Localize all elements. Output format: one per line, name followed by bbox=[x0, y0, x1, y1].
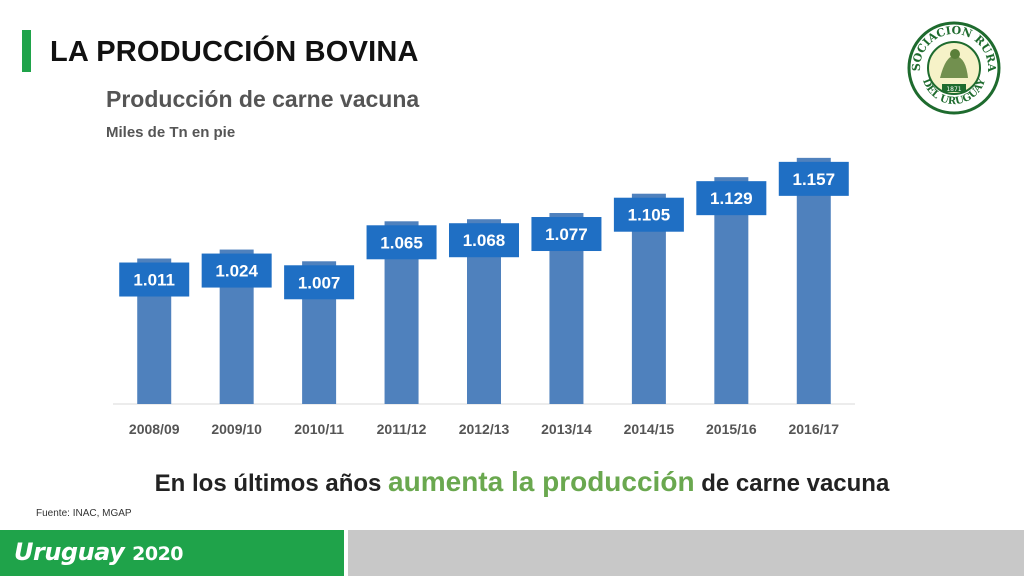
data-label: 1.024 bbox=[215, 262, 258, 281]
data-label: 1.077 bbox=[545, 225, 588, 244]
data-label-box bbox=[449, 223, 519, 258]
chart-title: Producción de carne vacuna bbox=[106, 86, 420, 112]
data-label: 1.065 bbox=[380, 233, 423, 252]
x-tick-label: 2014/15 bbox=[624, 421, 675, 437]
data-label: 1.068 bbox=[463, 231, 506, 250]
chart-subtitle: Miles de Tn en pie bbox=[106, 124, 236, 141]
x-tick-label: 2009/10 bbox=[211, 421, 262, 437]
data-label-box bbox=[613, 197, 684, 232]
data-label-box bbox=[696, 181, 767, 216]
headline-prefix: En los últimos años bbox=[154, 470, 389, 497]
svg-text:1871: 1871 bbox=[946, 86, 961, 93]
x-tick-label: 2013/14 bbox=[541, 421, 592, 437]
footer-brand-band bbox=[0, 530, 344, 576]
data-label: 1.007 bbox=[298, 273, 341, 292]
data-label-box bbox=[119, 262, 190, 297]
data-label-box bbox=[531, 217, 602, 252]
x-tick-label: 2011/12 bbox=[377, 421, 427, 437]
x-tick-label: 2010/11 bbox=[294, 421, 344, 437]
footer-grey-band bbox=[348, 530, 1024, 576]
slide-title: LA PRODUCCIÓN BOVINA bbox=[50, 36, 419, 68]
title-accent-bar bbox=[22, 30, 31, 72]
data-label-box bbox=[284, 265, 355, 300]
footer-brand: Uruguay 2020 bbox=[14, 538, 184, 566]
headline-highlight: aumenta la producción bbox=[388, 466, 695, 497]
x-tick-label: 2012/13 bbox=[459, 421, 510, 437]
data-label-box bbox=[201, 253, 272, 288]
bar-2016/17 bbox=[796, 157, 831, 404]
footer-brand-name: Uruguay bbox=[14, 538, 125, 566]
x-tick-label: 2016/17 bbox=[788, 421, 839, 437]
x-tick-label: 2015/16 bbox=[706, 421, 757, 437]
data-label: 1.129 bbox=[710, 189, 753, 208]
data-label: 1.011 bbox=[133, 271, 175, 290]
data-label-box bbox=[778, 161, 849, 196]
footer-brand-year: 2020 bbox=[132, 543, 184, 565]
data-label: 1.105 bbox=[628, 206, 671, 225]
asociacion-rural-logo: ASOCIACION RURAL DEL URUGUAY 1871 bbox=[906, 20, 1001, 115]
x-tick-label: 2008/09 bbox=[129, 421, 180, 437]
data-label: 1.157 bbox=[793, 170, 836, 189]
headline-suffix: de carne vacuna bbox=[694, 470, 890, 497]
source-note: Fuente: INAC, MGAP bbox=[36, 508, 132, 519]
data-label-box bbox=[366, 225, 437, 260]
headline: En los últimos años aumenta la producció… bbox=[0, 466, 1024, 498]
